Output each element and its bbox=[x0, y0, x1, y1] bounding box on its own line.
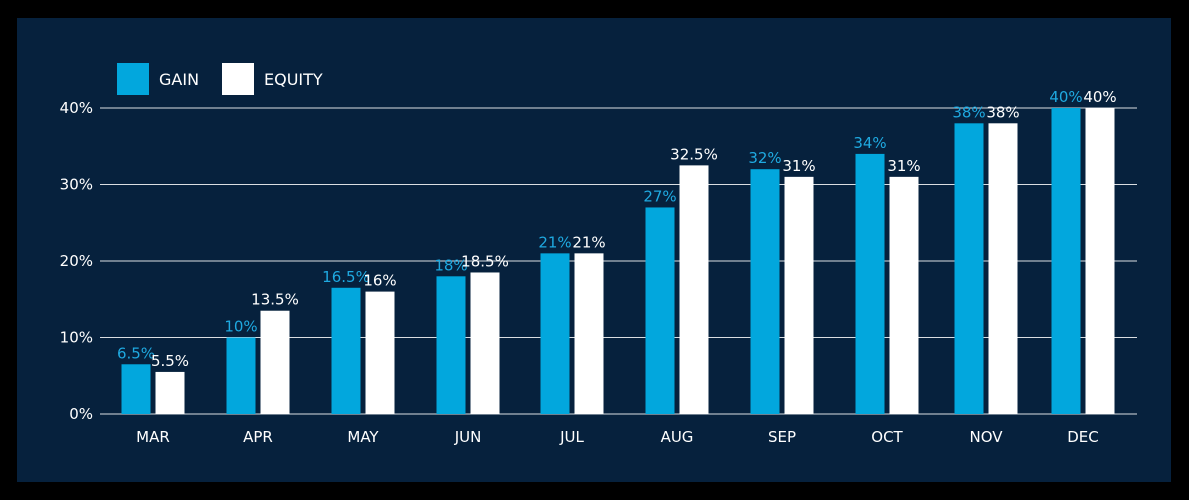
legend-label-gain: GAIN bbox=[159, 69, 200, 89]
bar-gain bbox=[645, 207, 675, 414]
bar-equity bbox=[988, 123, 1018, 415]
bar-gain bbox=[1051, 108, 1081, 414]
data-label-equity: 18.5% bbox=[461, 252, 509, 270]
data-label-equity: 38% bbox=[986, 103, 1019, 121]
bar-gain bbox=[750, 169, 780, 414]
y-tick-label: 0% bbox=[69, 405, 93, 423]
bar-equity bbox=[365, 291, 395, 414]
chart-panel: GAIN EQUITY 0% 10% 20% 30% 40% 6.5% 5.5% MAR 10%… bbox=[17, 18, 1171, 482]
y-tick-label: 40% bbox=[60, 99, 93, 117]
legend-swatch-gain bbox=[117, 63, 149, 95]
x-tick-label: JUL bbox=[559, 428, 584, 446]
y-tick-label: 30% bbox=[60, 176, 93, 194]
data-label-equity: 40% bbox=[1083, 88, 1116, 106]
data-label-gain: 18% bbox=[434, 256, 467, 274]
data-label-gain: 27% bbox=[643, 187, 676, 205]
x-tick-label: AUG bbox=[661, 428, 694, 446]
x-tick-label: DEC bbox=[1067, 428, 1099, 446]
bar-equity bbox=[1085, 108, 1115, 414]
data-label-gain: 10% bbox=[224, 318, 257, 336]
x-tick-label: OCT bbox=[871, 428, 903, 446]
data-label-equity: 31% bbox=[887, 157, 920, 175]
data-label-equity: 16% bbox=[363, 272, 396, 290]
data-label-gain: 40% bbox=[1049, 88, 1082, 106]
x-tick-label: MAR bbox=[136, 428, 170, 446]
data-label-equity: 31% bbox=[782, 157, 815, 175]
bar-gain bbox=[436, 276, 466, 414]
y-tick-label: 20% bbox=[60, 252, 93, 270]
data-label-gain: 6.5% bbox=[117, 344, 155, 362]
y-tick-label: 10% bbox=[60, 329, 93, 347]
x-tick-label: SEP bbox=[768, 428, 796, 446]
bar-equity bbox=[574, 253, 604, 414]
bar-gain bbox=[954, 123, 984, 415]
data-label-gain: 16.5% bbox=[322, 268, 370, 286]
bar-equity bbox=[784, 176, 814, 414]
legend-label-equity: EQUITY bbox=[264, 69, 323, 89]
data-label-equity: 21% bbox=[572, 233, 605, 251]
legend-swatch-equity bbox=[222, 63, 254, 95]
data-label-equity: 5.5% bbox=[151, 352, 189, 370]
bar-equity bbox=[260, 310, 290, 414]
bar-gain bbox=[331, 287, 361, 414]
legend-item-equity: EQUITY bbox=[222, 62, 323, 96]
x-tick-label: APR bbox=[243, 428, 273, 446]
x-tick-label: JUN bbox=[454, 428, 482, 446]
data-label-gain: 21% bbox=[538, 233, 571, 251]
bar-chart: 0% 10% 20% 30% 40% 6.5%5.5% MAR 10% 13.5% APR 16.5… bbox=[60, 88, 1137, 446]
bar-gain bbox=[540, 253, 570, 414]
data-label-gain: 32% bbox=[748, 149, 781, 167]
bar-gain bbox=[226, 337, 256, 414]
bar-equity bbox=[679, 165, 709, 414]
legend-item-gain: GAIN bbox=[117, 62, 199, 96]
bar-equity bbox=[889, 176, 919, 414]
bar-gain bbox=[121, 364, 151, 414]
data-label-gain: 34% bbox=[853, 134, 886, 152]
data-label-equity: 32.5% bbox=[670, 145, 718, 163]
x-tick-label: NOV bbox=[969, 428, 1003, 446]
x-tick-label: MAY bbox=[347, 428, 379, 446]
data-label-equity: 13.5% bbox=[251, 291, 299, 309]
data-label-gain: 38% bbox=[952, 103, 985, 121]
bar-equity bbox=[470, 272, 500, 414]
bar-gain bbox=[855, 153, 885, 414]
bar-equity bbox=[155, 371, 185, 414]
